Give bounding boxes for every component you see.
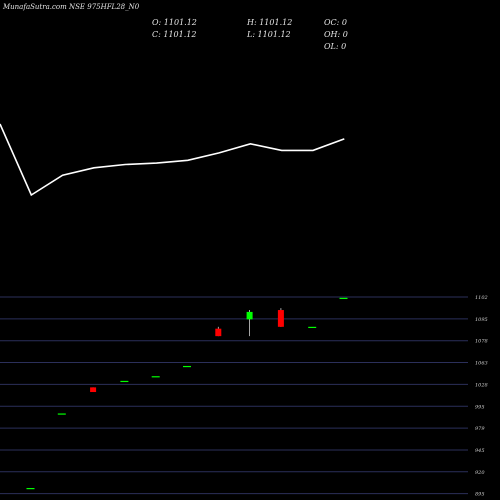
chart-title: MunafaSutra.com NSE 975HFL28_N0	[3, 3, 140, 11]
y-tick-label: 1063	[475, 361, 488, 367]
candle-body	[57, 413, 66, 415]
y-tick-label: 895	[475, 492, 485, 498]
candle-body	[339, 297, 348, 300]
candle-body	[308, 326, 317, 329]
open-label: O: 1101.12	[152, 18, 197, 27]
candle-body	[120, 380, 129, 383]
candle-body	[277, 310, 284, 327]
oc-label: OC: 0	[324, 18, 348, 27]
candle-body	[246, 311, 253, 320]
y-tick-label: 1078	[475, 339, 488, 345]
close-label: C: 1101.12	[152, 30, 197, 39]
ol-label: OL: 0	[324, 42, 347, 51]
candle-body	[151, 376, 160, 378]
high-label: H: 1101.12	[247, 18, 293, 27]
y-tick-label: 1095	[475, 317, 488, 323]
y-tick-label: 920	[475, 470, 485, 476]
y-tick-label: 1102	[475, 295, 488, 301]
y-tick-label: 1028	[475, 382, 488, 388]
oh-label: OH: 0	[324, 30, 348, 39]
candle-body	[90, 387, 97, 393]
y-tick-label: 979	[475, 426, 485, 432]
low-label: L: 1101.12	[247, 30, 291, 39]
candle-body	[26, 488, 35, 490]
y-tick-label: 945	[475, 448, 485, 454]
candle-body	[183, 365, 191, 368]
y-tick-label: 995	[475, 404, 485, 410]
price-line	[0, 123, 345, 197]
candle-body	[215, 328, 222, 337]
